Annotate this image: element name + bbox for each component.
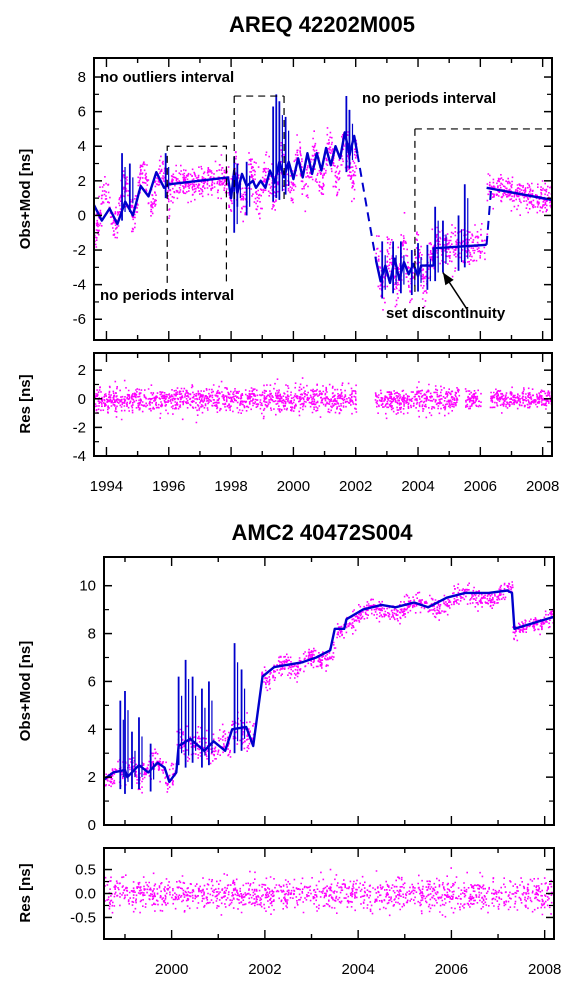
y-label-areq-residual: Res [ns] [17, 374, 34, 433]
y-tick-label: -2 [73, 419, 86, 436]
x-tick-label: 2002 [339, 478, 372, 495]
y-tick-label: 6 [78, 104, 86, 121]
axis-x-amc2: 2000 2002 2004 2006 2008 [124, 557, 561, 978]
y-label-amc2-residual: Res [ns] [17, 863, 34, 922]
y-tick-label: 2 [88, 769, 96, 786]
x-tick-label: 2000 [155, 961, 188, 978]
observation-points [94, 377, 552, 424]
y-tick-label: 0 [88, 817, 96, 834]
y-tick-label: 0 [78, 207, 86, 224]
plot-area [94, 94, 552, 311]
y-tick-label: 2 [78, 362, 86, 379]
x-tick-label: 2006 [464, 478, 497, 495]
y-tick-label: 4 [88, 721, 96, 738]
model-line [486, 186, 552, 202]
axis-y-amc2-residual: -0.5 0.0 0.5 [70, 862, 554, 926]
y-tick-label: -4 [73, 448, 86, 465]
plot-area [104, 581, 554, 794]
y-tick-label: 2 [78, 173, 86, 190]
discontinuity-arrowhead [442, 272, 454, 286]
plot-areq-residual [94, 377, 552, 424]
annotation-set-discontinuity: set discontinuity [386, 305, 506, 322]
y-tick-label: 0 [78, 391, 86, 408]
y-tick-label: -0.5 [70, 909, 96, 926]
y-tick-label: -4 [73, 277, 86, 294]
y-tick-label: -6 [73, 311, 86, 328]
no-periods-interval-guide [166, 145, 228, 283]
y-tick-label: 4 [78, 138, 86, 155]
plot-areq-main [94, 94, 552, 311]
x-tick-label: 2000 [277, 478, 310, 495]
annotation-no-outliers: no outliers interval [100, 69, 234, 86]
plot-area [104, 867, 554, 918]
x-tick-label: 2004 [341, 961, 374, 978]
y-tick-label: 0.0 [75, 886, 96, 903]
model-gap-line [485, 187, 493, 245]
observation-points [104, 581, 554, 794]
model-line [94, 131, 359, 226]
axis-y-areq-main: -6 -4 -2 0 2 4 6 8 [73, 69, 552, 328]
frame-areq-main [93, 57, 553, 341]
y-label-areq-main: Obs+Mod [ns] [17, 149, 34, 249]
x-tick-label: 2006 [435, 961, 468, 978]
y-tick-label: 0.5 [75, 862, 96, 879]
chart-title-areq: AREQ 42202M005 [229, 12, 415, 37]
y-tick-label: 10 [79, 578, 96, 595]
y-tick-label: 8 [78, 69, 86, 86]
chart-amc2: AMC2 40472S004 0 2 4 6 8 10 Obs+Mod [ns] -0.5… [17, 520, 561, 978]
y-tick-label: -2 [73, 242, 86, 259]
y-tick-label: 8 [88, 626, 96, 643]
x-tick-label: 1996 [152, 478, 185, 495]
y-tick-label: 6 [88, 673, 96, 690]
x-tick-label: 1998 [214, 478, 247, 495]
x-tick-label: 1994 [90, 478, 123, 495]
plot-area [94, 377, 552, 424]
plot-amc2-main [104, 581, 554, 794]
model-line [374, 243, 487, 285]
frame-areq-residual [93, 352, 553, 457]
observation-points [104, 867, 554, 918]
model-gap-line [356, 153, 377, 261]
axis-y-amc2-main: 0 2 4 6 8 10 [79, 578, 554, 834]
x-tick-label: 2002 [248, 961, 281, 978]
annotation-no-periods-top: no periods interval [362, 90, 496, 107]
chart-title-amc2: AMC2 40472S004 [231, 520, 413, 545]
x-tick-label: 2004 [401, 478, 434, 495]
y-label-amc2-main: Obs+Mod [ns] [17, 641, 34, 741]
x-tick-label: 2008 [528, 961, 561, 978]
frame-amc2-main [103, 556, 555, 826]
model-line [104, 589, 554, 784]
axis-x-areq: 1994 1996 1998 2000 2002 2004 2006 2008 [90, 58, 559, 495]
annotation-no-periods-bottom: no periods interval [100, 287, 234, 304]
plot-amc2-residual [104, 867, 554, 918]
axis-y-areq-residual: -4 -2 0 2 [73, 362, 552, 465]
x-tick-label: 2008 [526, 478, 559, 495]
